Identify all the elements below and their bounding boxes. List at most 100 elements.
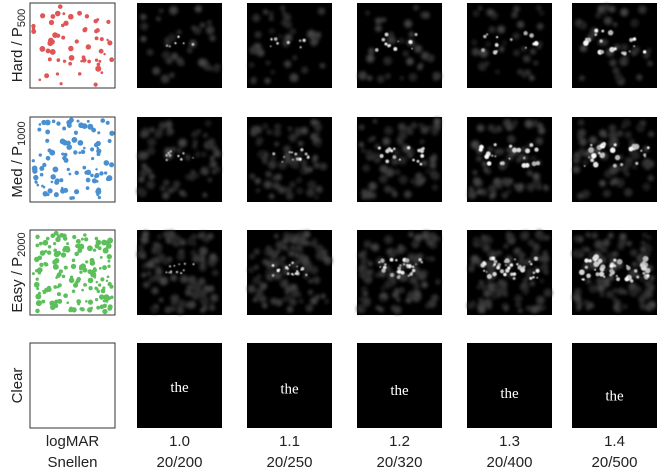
phosphene — [633, 269, 638, 273]
dot — [100, 277, 105, 282]
phosphene — [276, 42, 279, 45]
phosphene — [289, 298, 297, 306]
phosphene — [412, 158, 415, 162]
phosphene — [583, 165, 586, 167]
phosphene — [409, 272, 413, 277]
phosphene — [488, 26, 496, 34]
phosphene — [624, 172, 630, 177]
phosphene — [577, 148, 586, 157]
phosphene — [297, 231, 304, 238]
stimulus-panel — [29, 116, 116, 203]
phosphene — [295, 238, 302, 245]
bright-phosphenes — [269, 37, 306, 49]
phosphene — [175, 302, 180, 307]
phosphene — [622, 290, 628, 295]
phosphene — [286, 306, 294, 313]
phosphene — [294, 272, 298, 275]
dot — [95, 140, 101, 147]
phosphene — [207, 285, 215, 293]
dot — [87, 59, 91, 64]
phosphene — [156, 268, 163, 275]
phosphene — [486, 33, 489, 36]
phosphene — [168, 271, 170, 274]
dot — [106, 38, 109, 42]
dot — [97, 195, 102, 200]
dot — [107, 281, 112, 287]
phosphene — [584, 258, 589, 263]
dot-pattern — [31, 117, 115, 200]
phosphene — [506, 147, 512, 153]
phosphene — [171, 146, 176, 152]
dot — [31, 29, 37, 34]
dot — [47, 250, 52, 255]
dot — [70, 263, 77, 270]
dot — [106, 243, 112, 249]
phosphene — [467, 301, 475, 310]
phosphene — [644, 303, 653, 312]
phosphene — [532, 243, 541, 251]
phosphene — [647, 60, 653, 67]
phosphene — [512, 276, 516, 280]
phosphene — [291, 285, 297, 291]
phosphene — [297, 151, 304, 157]
phosphene — [597, 258, 603, 264]
phosphene — [593, 254, 600, 260]
phosphene — [209, 253, 217, 261]
phosphene — [159, 185, 167, 192]
phosphene — [630, 18, 640, 28]
phosphene — [470, 255, 480, 264]
dot — [39, 45, 46, 52]
dot — [41, 184, 44, 188]
phosphene — [283, 145, 291, 154]
phosphene — [631, 284, 638, 291]
phosphene — [168, 265, 172, 268]
phosphene — [594, 28, 599, 33]
dot — [54, 299, 59, 304]
phosphene — [522, 259, 529, 267]
phosphene — [291, 261, 294, 265]
phosphene — [626, 241, 632, 247]
phosphene — [593, 261, 600, 268]
dot — [94, 298, 99, 302]
phosphene — [508, 157, 511, 160]
phosphene — [493, 263, 496, 266]
phosphene — [616, 258, 623, 265]
phosphenes — [249, 119, 328, 200]
phosphene — [258, 281, 264, 287]
phosphene — [199, 262, 205, 268]
dot — [87, 277, 94, 284]
phosphene — [276, 268, 280, 273]
dot — [109, 57, 115, 63]
phosphene — [387, 35, 396, 45]
phosphene — [141, 272, 147, 278]
dot — [85, 44, 92, 50]
phosphene — [609, 273, 613, 277]
bright-phosphenes — [272, 148, 310, 163]
phosphene — [319, 162, 328, 171]
phosphene — [404, 125, 413, 134]
phosphene — [374, 272, 380, 278]
phosphene — [411, 47, 413, 50]
phosphene — [431, 232, 437, 238]
phosphene — [280, 5, 286, 11]
phosphene — [292, 158, 294, 161]
dot — [78, 151, 82, 155]
phosphene — [495, 36, 499, 39]
phosphene — [302, 38, 306, 43]
phosphene — [177, 35, 180, 39]
phosphene — [512, 32, 520, 40]
phosphene — [530, 262, 533, 266]
dot — [105, 299, 109, 303]
phosphene — [277, 34, 283, 39]
dot — [80, 263, 87, 270]
dot — [89, 269, 95, 276]
dot — [71, 258, 76, 263]
dot — [74, 281, 79, 285]
phosphene — [307, 155, 310, 157]
dot — [47, 57, 52, 62]
phosphene — [139, 151, 149, 160]
phosphene — [169, 270, 173, 273]
phosphene — [526, 57, 531, 62]
phosphene — [287, 126, 293, 132]
phosphene — [609, 179, 616, 186]
